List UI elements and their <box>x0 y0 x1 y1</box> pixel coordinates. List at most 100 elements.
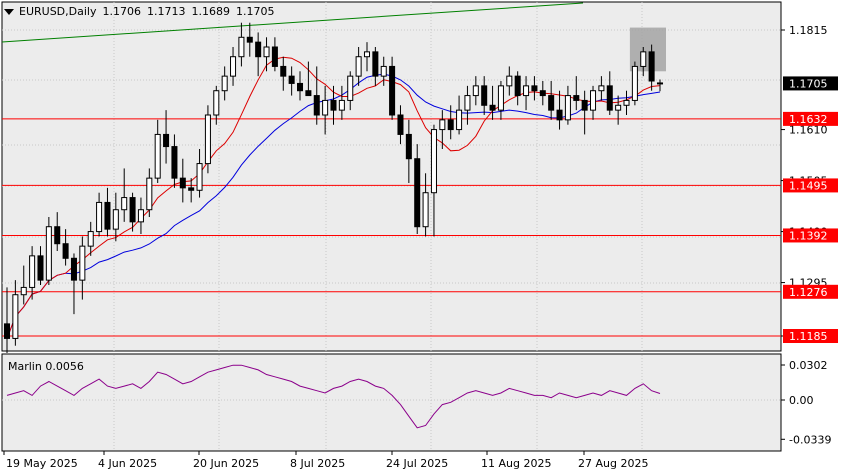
marlin-line <box>6 364 661 429</box>
candle-body <box>363 51 370 58</box>
level-price-label: 1.1185 <box>789 330 828 343</box>
candle-body <box>297 82 304 92</box>
time-tick-label: 8 Jul 2025 <box>290 457 345 470</box>
candle-body <box>62 243 69 259</box>
time-tick-label: 4 Jun 2025 <box>98 457 157 470</box>
candle-body <box>322 99 329 116</box>
candle-body <box>581 99 588 111</box>
level-price-label: 1.1392 <box>789 229 828 242</box>
candle-body <box>221 75 228 92</box>
candle-body <box>45 226 52 281</box>
candle-body <box>87 231 94 247</box>
candle-body <box>648 51 655 82</box>
candle-body <box>447 119 454 131</box>
level-price-badge <box>783 111 838 126</box>
oscillator-name: Marlin <box>8 360 42 373</box>
level-price-badge <box>783 284 838 299</box>
oscillator-value: 0.0056 <box>45 360 84 373</box>
candle-body <box>238 36 245 58</box>
candle-body <box>464 95 471 111</box>
candle-body <box>656 82 664 85</box>
current-price-badge <box>783 76 838 91</box>
candle-body <box>347 75 354 101</box>
highlight-rect <box>629 27 666 72</box>
candle-body <box>213 90 220 116</box>
level-price-label: 1.1495 <box>789 179 828 192</box>
level-price-badge <box>783 228 838 243</box>
candle-body <box>514 75 521 97</box>
candle-body <box>3 323 11 339</box>
candle-body <box>255 41 262 58</box>
candle-body <box>506 75 513 87</box>
close-value: 1.1705 <box>235 5 275 18</box>
candle-body <box>37 255 44 281</box>
time-axis: 19 May 2025 4 Jun 2025 20 Jun 2025 8 Jul 20… <box>3 451 648 470</box>
candle-body <box>230 56 237 77</box>
candles <box>3 22 664 353</box>
candle-body <box>338 99 345 111</box>
time-tick-label: 19 May 2025 <box>6 457 78 470</box>
candle-body <box>154 133 161 179</box>
candle-body <box>121 197 128 211</box>
price-tick-label: 1.1610 <box>789 124 828 137</box>
candle-body <box>422 192 429 228</box>
ohlc-header: EURUSD,Daily 1.1706 1.1713 1.1689 1.1705 <box>4 5 280 18</box>
candle-body <box>481 85 488 106</box>
candle-body <box>79 245 86 281</box>
candle-body <box>288 75 295 84</box>
candle-body <box>171 146 178 179</box>
candle-body <box>430 129 437 194</box>
candle-body <box>29 255 36 288</box>
price-tick-label: 1.1815 <box>789 24 828 37</box>
low-value: 1.1689 <box>191 5 230 18</box>
candle-body <box>54 226 61 245</box>
price-axis: 1.18151.16101.15051.14001.12951.11851.16… <box>781 24 838 343</box>
symbol-label: EURUSD,Daily <box>19 5 97 18</box>
candle-body <box>263 46 270 58</box>
grid <box>2 2 781 450</box>
candle-body <box>598 85 605 92</box>
oscillator-pane[interactable] <box>1 353 782 452</box>
candle-body <box>129 197 136 223</box>
open-value: 1.1706 <box>102 5 141 18</box>
candle-body <box>163 133 170 148</box>
candle-body <box>20 286 27 296</box>
candle-body <box>196 163 203 191</box>
candle-body <box>489 104 496 111</box>
candle-body <box>246 36 253 43</box>
level-price-badge <box>783 329 838 343</box>
candle-body <box>313 95 320 116</box>
candle-body <box>573 95 580 101</box>
candle-body <box>472 85 479 97</box>
candle-body <box>188 187 195 191</box>
oscillator-tick-label: -0.0339 <box>789 433 831 446</box>
candle-body <box>146 177 153 211</box>
candle-body <box>414 158 421 228</box>
candle-body <box>497 85 504 111</box>
candle-body <box>631 65 638 101</box>
level-price-label: 1.1276 <box>789 286 828 299</box>
oscillator-line <box>2 364 781 429</box>
candle-body <box>405 133 412 160</box>
candle-body <box>271 46 278 67</box>
oscillator-axis: 0.0302 0.00 -0.0339 <box>781 359 831 446</box>
highlight-box <box>629 27 666 72</box>
candle-body <box>556 109 563 121</box>
candle-body <box>548 95 555 111</box>
candle-body <box>137 209 144 223</box>
candle-body <box>606 85 613 111</box>
dropdown-triangle-icon[interactable] <box>4 9 14 15</box>
candle-body <box>96 201 103 233</box>
candle-body <box>330 99 337 111</box>
time-tick-label: 24 Jul 2025 <box>386 457 448 470</box>
candle-body <box>355 56 362 77</box>
candle-body <box>305 90 312 97</box>
candle-body <box>531 85 538 92</box>
current-price-label: 1.1705 <box>789 77 828 90</box>
candle-body <box>204 114 211 165</box>
oscillator-tick-label: 0.00 <box>789 394 814 407</box>
candle-body <box>112 209 119 230</box>
candle-body <box>104 201 111 230</box>
candle-body <box>640 51 647 67</box>
